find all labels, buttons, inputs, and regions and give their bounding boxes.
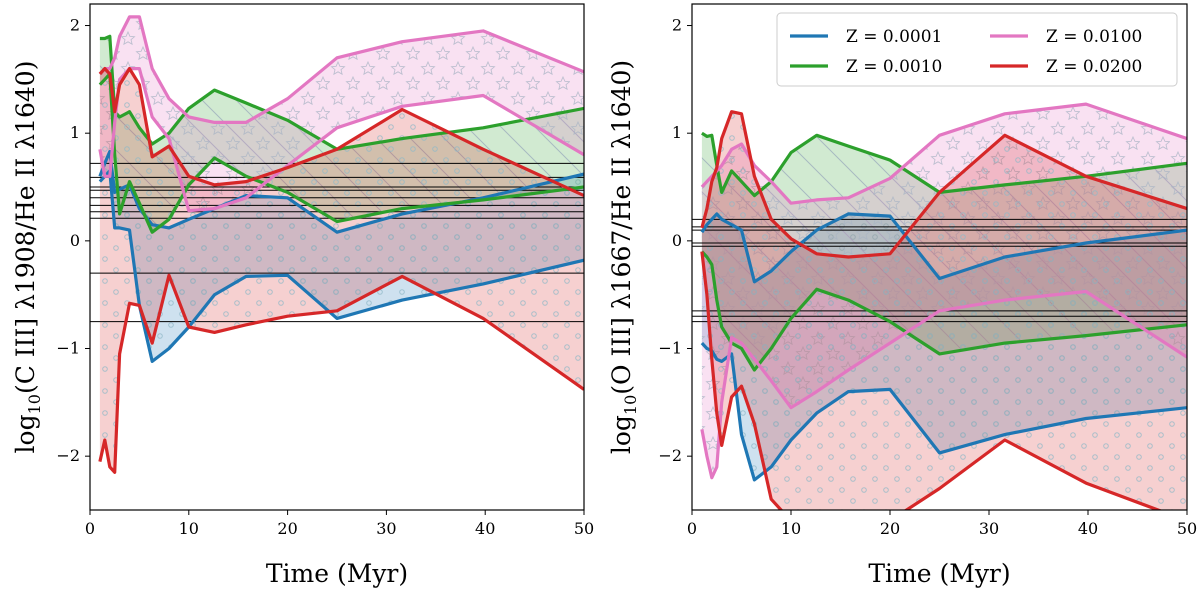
plot-area [692,102,1187,510]
x-tick-label: 10 [781,519,801,538]
series-line-lower [98,273,584,474]
legend-box [776,12,1178,87]
series-line-lower [98,67,584,213]
y-tick-label: 1 [672,123,682,142]
x-tick-label: 50 [1177,519,1197,538]
series-line-upper [700,212,1187,284]
y-tick-label: 1 [70,123,80,142]
axes-frame [89,3,585,511]
right-panel: 0 10 20 30 40 50 −2 −1 0 1 2 Time (Myr) log10(O III]… [607,3,1197,588]
x-tick-label: 40 [1078,519,1098,538]
y-tick-label: 2 [70,16,80,35]
x-tick-label: 40 [475,519,495,538]
plot-area [90,15,584,474]
x-tick-label: 20 [880,519,900,538]
x-tick-label: 50 [574,519,594,538]
series-line-upper [700,110,1187,259]
series-line-lower [98,169,584,363]
series-line-lower [700,289,1187,480]
series-line-upper [98,67,584,198]
y-tick-label: 0 [70,231,80,250]
series-line-lower [700,250,1187,372]
y-tick-label: 2 [672,16,682,35]
series-line-lower [700,251,1163,510]
series-line-upper [98,15,584,124]
x-tick-label: 30 [376,519,396,538]
legend: Z = 0.0001 Z = 0.0010 Z = 0.0100 Z = 0.0200 [776,12,1178,87]
band-pattern [99,68,584,473]
legend-label: Z = 0.0200 [1046,57,1142,77]
legend-label: Z = 0.0010 [846,57,942,77]
legend-label: Z = 0.0001 [846,27,942,47]
x-tick-label: 20 [277,519,297,538]
x-tick-label: 10 [179,519,199,538]
x-tick-label: 0 [687,519,697,538]
y-tick-label: −2 [658,446,682,465]
y-tick-label: −1 [56,339,80,358]
x-tick-label: 0 [85,519,95,538]
axes-frame [691,3,1188,511]
y-tick-label: −2 [56,446,80,465]
y-axis-label: log10(C III] λ1908/He II λ1640) [11,61,44,454]
series-line-upper [98,149,584,234]
y-tick-label: 0 [672,231,682,250]
series-line-upper [99,34,584,151]
legend-label: Z = 0.0100 [1046,27,1142,47]
y-tick-label: −1 [658,339,682,358]
x-tick-label: 30 [979,519,999,538]
x-axis-label: Time (Myr) [868,559,1010,588]
y-axis-label: log10(O III] λ1667/He II λ1640) [607,60,640,454]
series-line-lower [700,342,1187,482]
x-axis-label: Time (Myr) [266,559,408,588]
left-panel: 0 10 20 30 40 50 −2 −1 0 1 2 Time (Myr) log10(C III]… [11,3,594,588]
